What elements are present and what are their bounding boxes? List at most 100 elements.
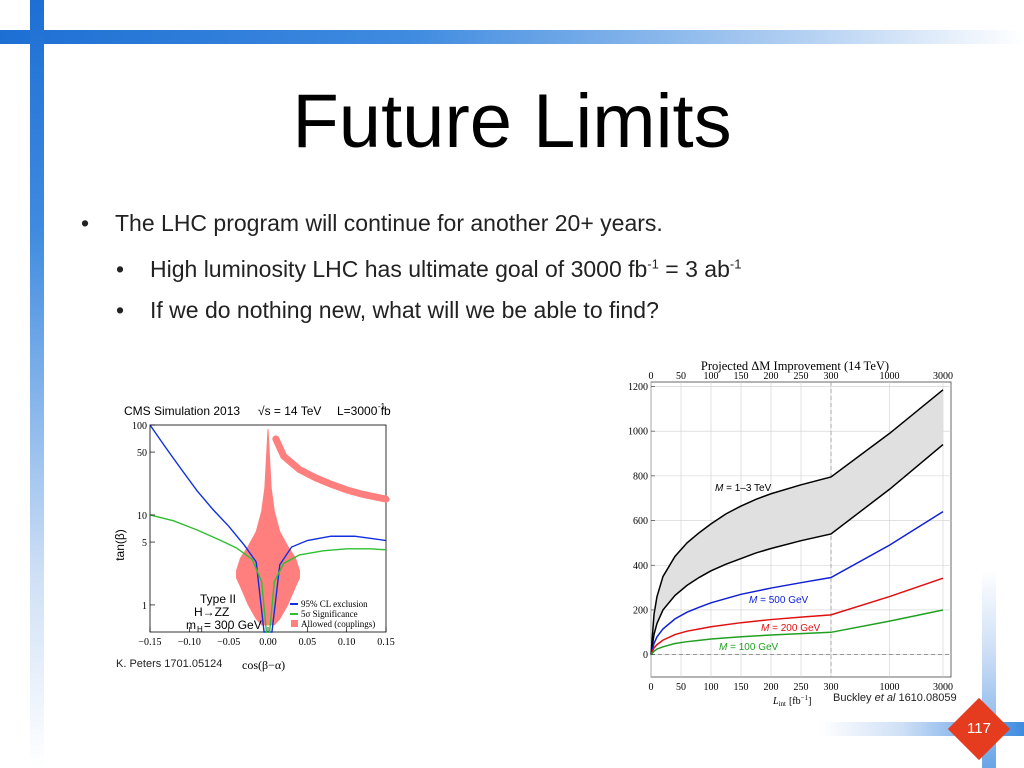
y-tick-label: 600 [633,516,648,527]
x-tick-label-top: 1000 [880,371,900,382]
cms-header: CMS Simulation 2013 [124,404,240,418]
left-accent-bar [30,0,44,768]
dm-caption: Buckley et al 1610.08059 [833,692,957,704]
cms-plot-layer: −0.15 −0.10 −0.05 0.00 0.05 0.10 0.15 100 50 10 5 1 [132,421,395,648]
x-tick-label-bottom: 200 [764,682,779,693]
cms-caption: K. Peters 1701.05124 [116,658,223,670]
dm-xlabel-sub: int [779,700,786,708]
bullet-text: The LHC program will continue for anothe… [115,210,663,236]
svg-text:Lint[fb−1]: Lint [fb−1] [772,694,811,708]
y-tick-label: 1 [142,601,147,612]
dm-caption-ref: 1610.08059 [895,692,957,704]
svg-text:M = 500 GeV: M = 500 GeV [749,595,809,606]
dm-xlabel: L [772,696,779,707]
cms-simulation-chart: CMS Simulation 2013 √s = 14 TeV L=3000 f… [113,402,395,672]
dm-label-100: = 100 GeV [727,642,778,653]
legend-label-significance: 5σ Significance [301,609,358,619]
top-accent-bar [0,30,1024,44]
bullet-superscript: -1 [647,256,659,272]
svg-text:M = 200 GeV: M = 200 GeV [761,623,821,634]
dm-caption-author: Buckley [833,692,872,704]
dm-label-100-m: M [719,642,728,653]
x-tick-label-top: 250 [794,371,809,382]
dm-caption-etal: et al [871,692,896,704]
y-tick-label: 50 [137,448,147,459]
x-tick-label-top: 3000 [933,371,953,382]
projected-dm-chart: Projected ΔM Improvement (14 TeV) 0 0 50 50… [628,359,953,708]
x-tick-label-bottom: 3000 [933,682,953,693]
x-tick-label-top: 100 [704,371,719,382]
y-tick-label: 100 [132,421,147,432]
x-tick-label-bottom: 1000 [880,682,900,693]
bullet-dot: • [116,297,125,323]
bullet-text: If we do nothing new, what will we be ab… [150,297,659,323]
y-tick-label: 200 [633,605,648,616]
x-tick-label: 0.05 [299,637,317,648]
slide-title: Future Limits [292,79,732,164]
bullet-item: • High luminosity LHC has ultimate goal … [116,256,742,283]
page-number: 117 [967,720,991,737]
x-tick-label-top: 50 [676,371,686,382]
bullet-dot: • [116,256,125,282]
cms-xlabel: cos(β−α) [242,658,285,672]
allowed-region [236,429,300,626]
exclusion-curve [149,424,387,633]
x-tick-label: −0.05 [217,637,240,648]
bullet-item: • If we do nothing new, what will we be … [116,297,659,324]
x-tick-label-bottom: 0 [649,682,654,693]
x-tick-label-top: 200 [764,371,779,382]
y-tick-label: 400 [633,561,648,572]
x-tick-label-top: 0 [649,371,654,382]
bullet-item: • The LHC program will continue for anot… [81,210,663,237]
bullet-superscript: -1 [729,256,742,272]
cms-annotation-mass-value: = 300 GeV [204,618,262,632]
cms-annotation-type: Type II [200,592,236,606]
cms-annotation-channel: H→ZZ [194,605,229,619]
series-line-1 [650,444,944,655]
y-tick-label: 1200 [628,382,648,393]
dm-title: Projected ΔM Improvement (14 TeV) [701,359,889,373]
svg-text:M = 1–3 TeV: M = 1–3 TeV [715,483,772,494]
x-tick-label-top: 150 [734,371,749,382]
cms-annotation-mass-sub: H [197,625,203,634]
bullet-dot: • [81,210,90,236]
svg-text:M = 100 GeV: M = 100 GeV [719,642,779,653]
x-tick-label-bottom: 300 [824,682,839,693]
cms-annotation-mass: m [186,618,196,632]
dm-label-500: = 500 GeV [757,595,808,606]
x-tick-label: −0.10 [178,637,201,648]
series-line-2 [650,510,944,655]
cms-legend: 95% CL exclusion 5σ Significance Allowed… [290,599,375,629]
x-tick-label: 0.10 [338,637,356,648]
x-tick-label-bottom: 150 [734,682,749,693]
x-tick-label-bottom: 50 [676,682,686,693]
mass-band [651,389,943,655]
series-line-4 [650,609,944,656]
bullet-text: = 3 ab [658,256,730,282]
legend-swatch-allowed [291,620,298,627]
dm-label-1-3tev: = 1–3 TeV [723,483,771,494]
x-tick-label: 0.15 [377,637,395,648]
dm-label-200: = 200 GeV [769,623,820,634]
cms-header-lumi-sup: -1 [378,402,386,411]
x-tick-label-top: 300 [824,371,839,382]
y-tick-label: 1000 [628,427,648,438]
cms-ylabel: tan(β) [113,529,127,561]
y-tick-label: 0 [643,650,648,661]
cms-header-energy: √s = 14 TeV [258,404,321,418]
dm-plot-layer: 0 0 50 50 100 100 150 150 200 200 250 250 300 300 1000… [628,371,953,693]
dm-label-1-3tev-m: M [715,483,724,494]
series-line-0 [650,389,944,655]
y-tick-label: 5 [142,538,147,549]
bullet-text: High luminosity LHC has ultimate goal of… [150,256,648,282]
dm-xlabel-unit-sup: −1 [801,694,809,702]
allowed-arc [272,435,390,503]
cms-header-lumi: L=3000 fb [337,404,391,418]
dm-label-200-m: M [761,623,770,634]
dm-xlabel-unit-close: ] [808,696,811,707]
y-tick-label: 800 [633,471,648,482]
y-tick-label: 10 [137,511,147,522]
dm-label-500-m: M [749,595,758,606]
x-tick-label-bottom: 250 [794,682,809,693]
x-tick-label: 0.00 [259,637,277,648]
